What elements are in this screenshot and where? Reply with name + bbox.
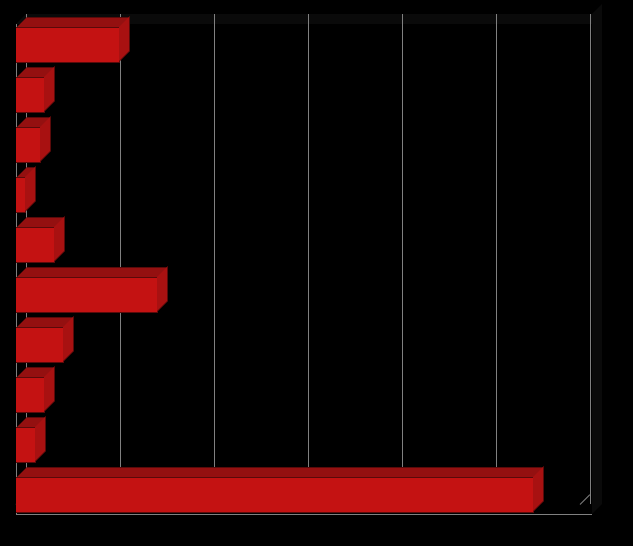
bar [16, 277, 167, 311]
x-axis-line [16, 514, 592, 515]
gridline [214, 14, 215, 504]
gridline [402, 14, 403, 504]
bar [16, 377, 54, 411]
back-wall-side [592, 4, 602, 514]
bar [16, 77, 54, 111]
bar-front-face [16, 327, 64, 363]
chart-stage [0, 0, 633, 546]
bar-front-face [16, 477, 534, 513]
bar [16, 227, 64, 261]
gridline-floor-tick [580, 494, 591, 505]
bar-front-face [16, 127, 41, 163]
bar-front-face [16, 227, 55, 263]
plot-area [16, 14, 602, 514]
bar [16, 477, 543, 511]
bar [16, 127, 50, 161]
bar-front-face [16, 277, 158, 313]
gridline [120, 14, 121, 504]
bar [16, 177, 35, 211]
bar [16, 327, 73, 361]
gridline [496, 14, 497, 504]
gridline [590, 14, 591, 504]
bar-front-face [16, 377, 45, 413]
bar-side-face [119, 16, 130, 62]
bar [16, 27, 129, 61]
bar-front-face [16, 427, 36, 463]
bar-front-face [16, 27, 120, 63]
gridline [308, 14, 309, 504]
bar [16, 427, 45, 461]
bar-front-face [16, 77, 45, 113]
